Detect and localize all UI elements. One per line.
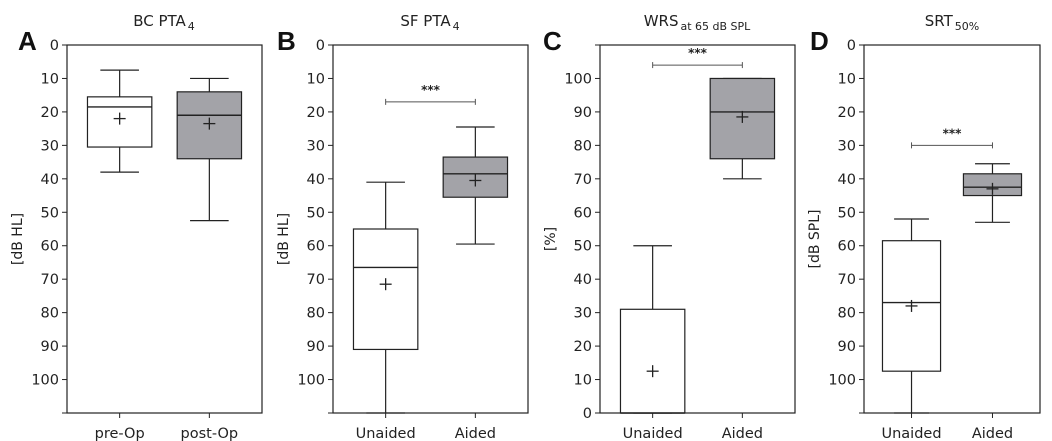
y-tick-label: 60 bbox=[838, 239, 856, 255]
y-tick-label: 70 bbox=[307, 272, 325, 288]
box-pre-op: pre-Op bbox=[86, 69, 153, 441]
y-tick-label: 30 bbox=[41, 138, 59, 154]
panel-title: SRT 50% bbox=[925, 12, 979, 33]
y-tick-label: 50 bbox=[307, 205, 325, 221]
y-tick-label: 20 bbox=[307, 105, 325, 121]
y-tick-label: 0 bbox=[316, 38, 325, 54]
panel-title: BC PTA 4 bbox=[133, 12, 195, 33]
x-tick-label: post-Op bbox=[181, 426, 239, 441]
box-aided: Aided bbox=[442, 126, 509, 441]
panel-title-subscript: 50% bbox=[955, 20, 979, 33]
panel-title: WRS at 65 dB SPL bbox=[644, 12, 751, 33]
y-tick-label: 30 bbox=[574, 306, 592, 322]
y-tick-label: 40 bbox=[838, 172, 856, 188]
panel-d: D SRT 50% 0 10 20 30 40 50 60 70 80 90 100 [dB SPL] Una… bbox=[807, 12, 1041, 441]
box-post-op: post-Op bbox=[176, 77, 243, 441]
y-tick-label: 20 bbox=[41, 105, 59, 121]
y-tick-label: 40 bbox=[307, 172, 325, 188]
y-tick-label: 40 bbox=[41, 172, 59, 188]
panel-title-main: SRT bbox=[925, 12, 954, 30]
y-tick-label: 10 bbox=[574, 373, 592, 389]
y-tick-label: 30 bbox=[838, 138, 856, 154]
plot-frame bbox=[599, 44, 796, 414]
significance-bracket: *** bbox=[385, 83, 476, 105]
panel-title-main: SF PTA bbox=[400, 12, 451, 30]
y-axis-label: [dB HL] bbox=[276, 213, 292, 265]
y-tick-label: 10 bbox=[838, 71, 856, 87]
panel-letter: B bbox=[277, 26, 296, 56]
y-tick-label: 90 bbox=[838, 339, 856, 355]
y-axis-label: [%] bbox=[543, 227, 559, 251]
x-tick-label: Aided bbox=[722, 426, 763, 441]
y-tick-label: 70 bbox=[838, 272, 856, 288]
significance-bracket: *** bbox=[652, 46, 743, 69]
x-tick-label: Aided bbox=[972, 426, 1013, 441]
y-axis-label: [dB HL] bbox=[10, 213, 26, 265]
y-tick-label: 60 bbox=[574, 205, 592, 221]
panel-letter: D bbox=[810, 26, 829, 56]
panel-c: C WRS at 65 dB SPL 0 10 20 30 40 50 60 70 80 90 100 [%… bbox=[543, 12, 796, 441]
significance-bracket: *** bbox=[911, 126, 993, 149]
y-tick-label: 80 bbox=[41, 306, 59, 322]
y-tick-label: 20 bbox=[574, 339, 592, 355]
box-unaided: Unaided bbox=[881, 218, 942, 441]
y-tick-label: 10 bbox=[307, 71, 325, 87]
panel-title: SF PTA 4 bbox=[400, 12, 459, 33]
box-unaided: Unaided bbox=[352, 181, 419, 441]
x-tick-label: Unaided bbox=[623, 426, 683, 441]
y-tick-label: 80 bbox=[307, 306, 325, 322]
plot-frame bbox=[863, 44, 1041, 414]
y-tick-label: 50 bbox=[838, 205, 856, 221]
y-tick-label: 70 bbox=[574, 172, 592, 188]
significance-label: *** bbox=[421, 83, 441, 97]
y-tick-label: 100 bbox=[828, 373, 856, 389]
x-tick-label: pre-Op bbox=[95, 426, 145, 441]
x-tick-label: Unaided bbox=[881, 426, 941, 441]
x-tick-label: Aided bbox=[455, 426, 496, 441]
y-tick-label: 100 bbox=[297, 373, 325, 389]
box-iqr bbox=[619, 308, 686, 414]
plot-frame bbox=[332, 44, 529, 414]
panel-title-subscript: at 65 dB SPL bbox=[680, 20, 751, 33]
y-tick-label: 90 bbox=[41, 339, 59, 355]
significance-label: *** bbox=[943, 126, 963, 140]
y-tick-label: 40 bbox=[574, 272, 592, 288]
plot-frame bbox=[66, 44, 263, 414]
y-tick-label: 50 bbox=[574, 239, 592, 255]
box-aided: Aided bbox=[709, 77, 776, 441]
y-tick-label: 100 bbox=[31, 373, 59, 389]
panel-title-subscript: 4 bbox=[453, 20, 460, 33]
panel-letter: A bbox=[18, 26, 37, 56]
y-tick-label: 0 bbox=[583, 406, 592, 422]
y-tick-label: 90 bbox=[574, 105, 592, 121]
y-tick-label: 90 bbox=[307, 339, 325, 355]
y-tick-label: 20 bbox=[838, 105, 856, 121]
y-tick-label: 60 bbox=[41, 239, 59, 255]
y-tick-label: 50 bbox=[41, 205, 59, 221]
y-tick-label: 100 bbox=[564, 71, 592, 87]
box-aided: Aided bbox=[962, 163, 1023, 441]
y-tick-label: 60 bbox=[307, 239, 325, 255]
panel-letter: C bbox=[543, 26, 562, 56]
y-tick-label: 30 bbox=[307, 138, 325, 154]
y-tick-label: 0 bbox=[847, 38, 856, 54]
y-tick-label: 80 bbox=[838, 306, 856, 322]
y-tick-label: 80 bbox=[574, 138, 592, 154]
box-unaided: Unaided bbox=[619, 245, 686, 441]
y-tick-label: 10 bbox=[41, 71, 59, 87]
significance-label: *** bbox=[688, 46, 708, 60]
x-tick-label: Unaided bbox=[356, 426, 416, 441]
y-tick-label: 0 bbox=[50, 38, 59, 54]
panel-title-main: WRS bbox=[644, 12, 679, 30]
y-axis-label: [dB SPL] bbox=[807, 210, 823, 269]
box-iqr bbox=[352, 228, 419, 351]
panel-title-main: BC PTA bbox=[133, 12, 186, 30]
y-tick-label: 70 bbox=[41, 272, 59, 288]
panel-title-subscript: 4 bbox=[188, 20, 195, 33]
